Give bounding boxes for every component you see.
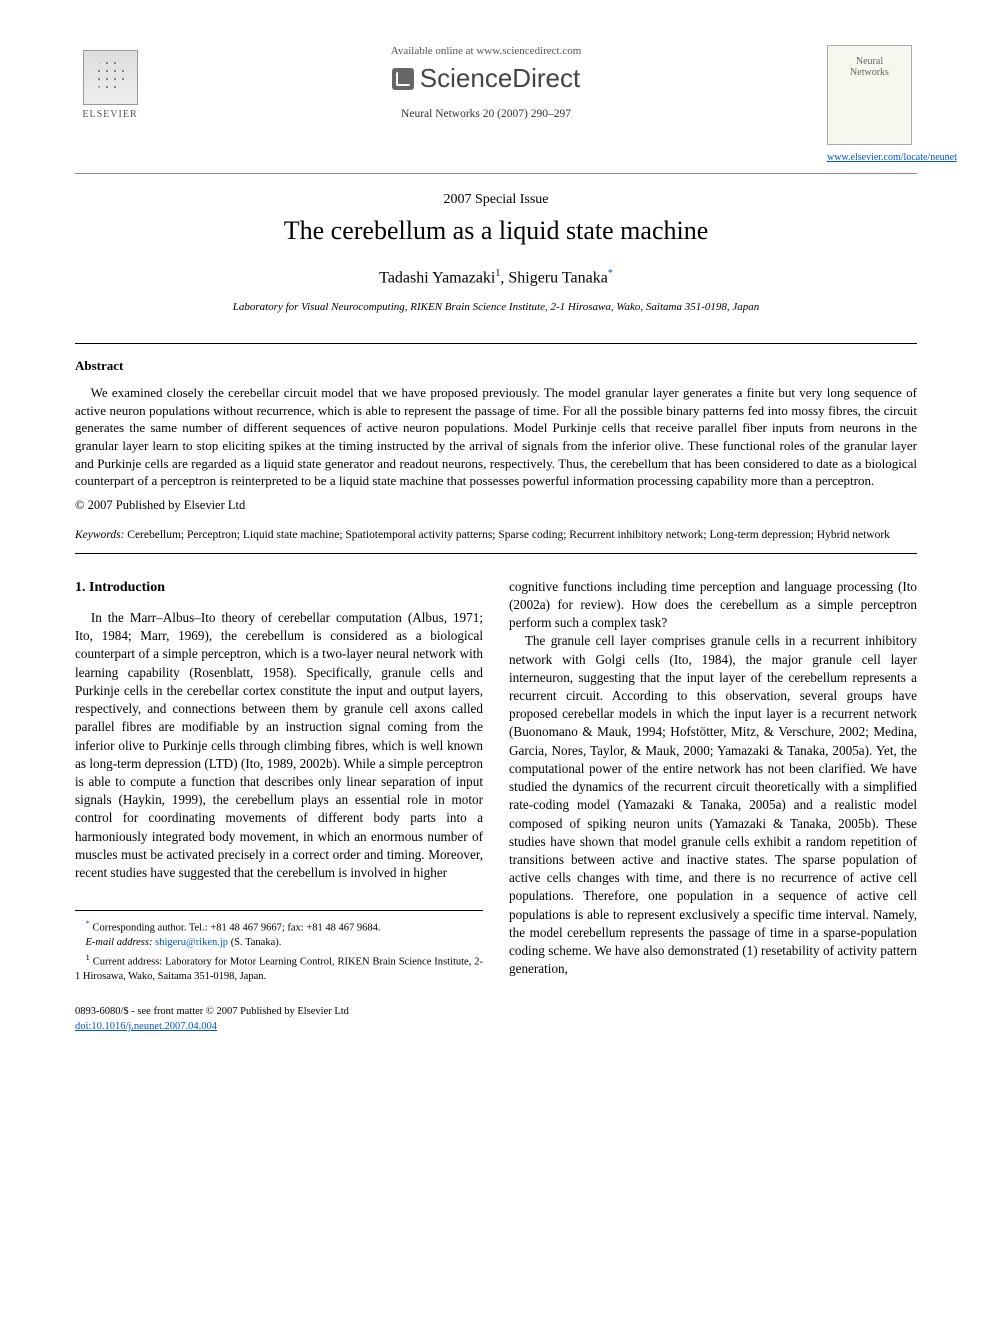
corr-text: Corresponding author. Tel.: +81 48 467 9… [93, 923, 381, 934]
cover-line1: Neural [856, 56, 883, 67]
keywords-label: Keywords: [75, 529, 124, 541]
doi-link[interactable]: doi:10.1016/j.neunet.2007.04.004 [75, 1021, 217, 1032]
keywords: Keywords: Cerebellum; Perceptron; Liquid… [75, 527, 917, 543]
authors: Tadashi Yamazaki1, Shigeru Tanaka* [75, 268, 917, 287]
abstract-bottom-rule [75, 553, 917, 554]
corresponding-email-link[interactable]: shigeru@riken.jp [155, 937, 228, 948]
email-label: E-mail address: [86, 937, 153, 948]
intro-right-para-2: The granule cell layer comprises granule… [509, 632, 917, 978]
abstract-top-rule [75, 343, 917, 344]
footnote-1-text: Current address: Laboratory for Motor Le… [75, 957, 483, 983]
elsevier-logo: ELSEVIER [75, 45, 145, 125]
intro-left-text: In the Marr–Albus–Ito theory of cerebell… [75, 610, 483, 880]
intro-right-para-1: cognitive functions including time perce… [509, 578, 917, 633]
author-2: Shigeru Tanaka [508, 269, 607, 286]
abstract-label: Abstract [75, 358, 917, 374]
footnotes-block: * Corresponding author. Tel.: +81 48 467… [75, 910, 483, 985]
star-icon: * [86, 918, 90, 928]
journal-reference: Neural Networks 20 (2007) 290–297 [165, 108, 807, 120]
email-who: (S. Tanaka). [228, 937, 281, 948]
cover-line2: Networks [850, 67, 889, 78]
abstract-copyright: © 2007 Published by Elsevier Ltd [75, 498, 917, 513]
bottom-info: 0893-6080/$ - see front matter © 2007 Pu… [75, 1005, 483, 1034]
elsevier-label: ELSEVIER [82, 109, 137, 120]
right-column: cognitive functions including time perce… [509, 578, 917, 1035]
available-online-text: Available online at www.sciencedirect.co… [165, 45, 807, 57]
keywords-text: Cerebellum; Perceptron; Liquid state mac… [124, 529, 890, 541]
abstract-text: We examined closely the cerebellar circu… [75, 384, 917, 489]
center-header: Available online at www.sciencedirect.co… [145, 45, 827, 120]
journal-url-link[interactable]: www.elsevier.com/locate/neunet [827, 152, 957, 163]
left-column: 1. Introduction In the Marr–Albus–Ito th… [75, 578, 483, 1035]
issn-line: 0893-6080/$ - see front matter © 2007 Pu… [75, 1005, 483, 1020]
intro-left-para: In the Marr–Albus–Ito theory of cerebell… [75, 609, 483, 882]
elsevier-tree-icon [83, 50, 138, 105]
corresponding-author-link[interactable]: * [608, 268, 613, 279]
header-rule [75, 173, 917, 174]
journal-cover-block: Neural Networks www.elsevier.com/locate/… [827, 45, 917, 165]
sciencedirect-logo: ScienceDirect [392, 63, 580, 94]
issue-type: 2007 Special Issue [75, 192, 917, 208]
abstract-body: We examined closely the cerebellar circu… [75, 385, 917, 488]
journal-cover-icon: Neural Networks [827, 45, 912, 145]
author-1: Tadashi Yamazaki [379, 269, 495, 286]
affiliation: Laboratory for Visual Neurocomputing, RI… [75, 301, 917, 313]
journal-header: ELSEVIER Available online at www.science… [75, 45, 917, 165]
body-columns: 1. Introduction In the Marr–Albus–Ito th… [75, 578, 917, 1035]
section-1-heading: 1. Introduction [75, 578, 483, 597]
sciencedirect-label: ScienceDirect [420, 63, 580, 94]
email-footnote: E-mail address: shigeru@riken.jp (S. Tan… [75, 936, 483, 951]
corresponding-footnote: * Corresponding author. Tel.: +81 48 467… [75, 917, 483, 936]
author-1-sup: 1 [495, 268, 500, 279]
address-footnote: 1 Current address: Laboratory for Motor … [75, 951, 483, 985]
article-title: The cerebellum as a liquid state machine [75, 216, 917, 246]
footnote-1-marker: 1 [86, 952, 90, 962]
sciencedirect-icon [392, 68, 414, 90]
